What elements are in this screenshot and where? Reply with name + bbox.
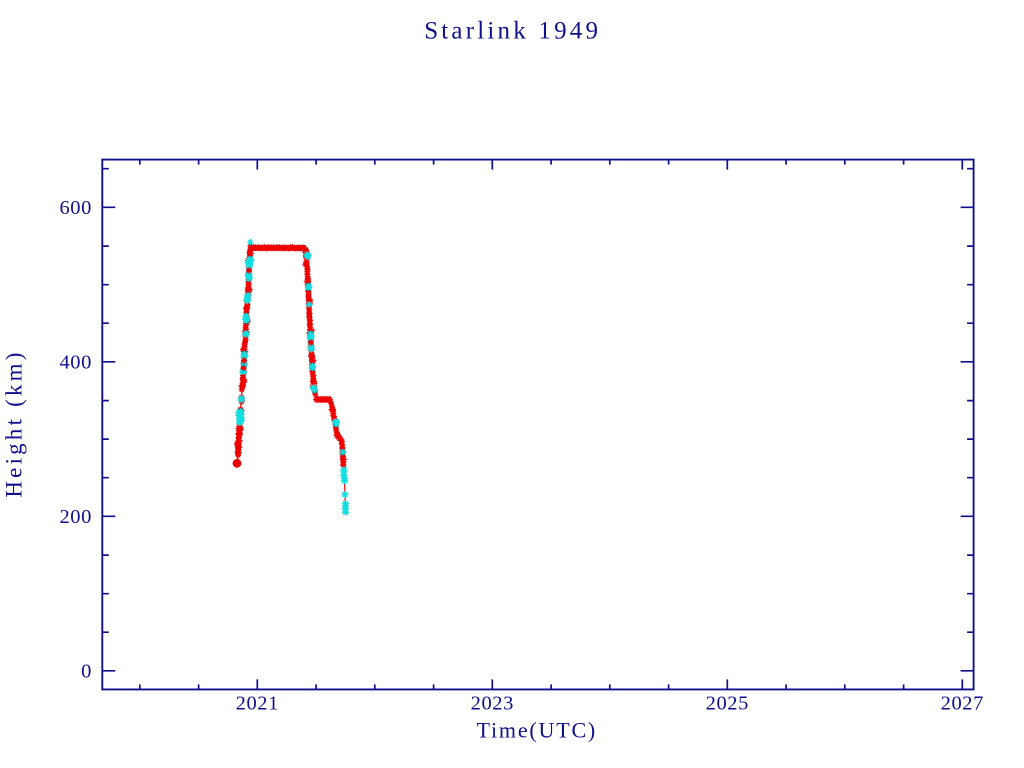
svg-text:2023: 2023: [471, 693, 514, 715]
svg-text:400: 400: [59, 351, 92, 373]
svg-text:600: 600: [59, 197, 92, 219]
svg-text:Starlink 1949: Starlink 1949: [424, 18, 601, 45]
svg-text:2025: 2025: [706, 693, 749, 715]
svg-text:0: 0: [81, 661, 92, 683]
svg-text:2027: 2027: [941, 693, 984, 715]
svg-text:2021: 2021: [236, 693, 279, 715]
svg-text:Time(UTC): Time(UTC): [477, 718, 598, 743]
svg-text:200: 200: [59, 506, 92, 528]
svg-text:Height (km): Height (km): [2, 349, 27, 497]
